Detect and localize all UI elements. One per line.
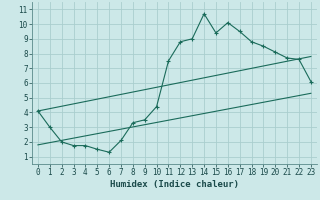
- X-axis label: Humidex (Indice chaleur): Humidex (Indice chaleur): [110, 180, 239, 189]
